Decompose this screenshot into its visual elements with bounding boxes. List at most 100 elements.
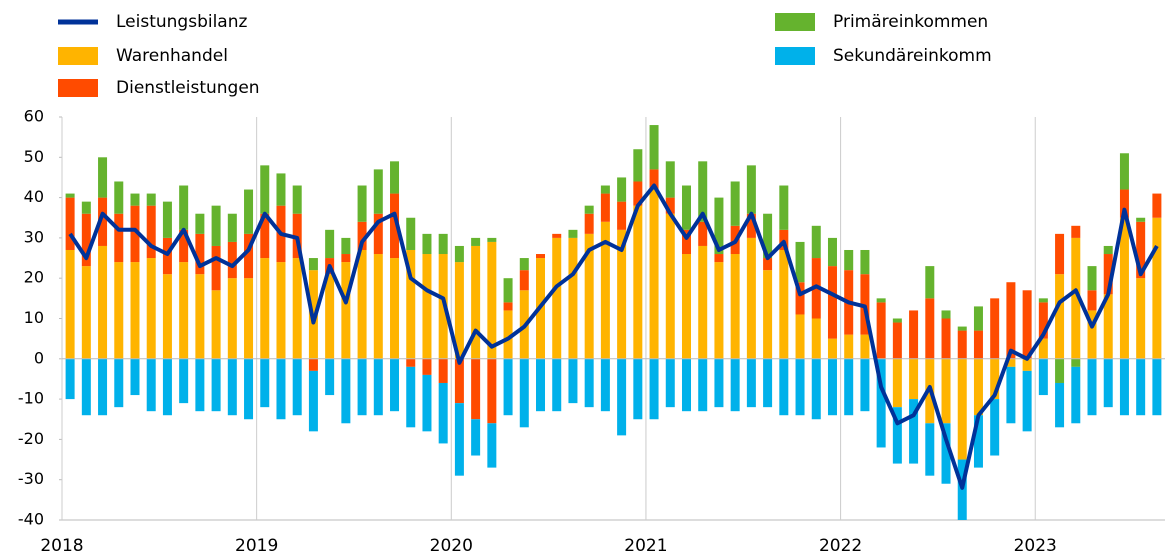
bar xyxy=(584,213,594,234)
bar xyxy=(454,403,464,476)
bar xyxy=(211,245,221,291)
bar xyxy=(471,358,481,420)
bar xyxy=(617,358,627,436)
bar xyxy=(146,258,156,359)
bar xyxy=(195,274,205,359)
x-tick-label: 2022 xyxy=(819,536,862,556)
bar xyxy=(65,249,75,359)
x-tick-label: 2023 xyxy=(1014,536,1057,556)
bar xyxy=(746,237,756,359)
bar xyxy=(1038,298,1048,303)
bar xyxy=(763,258,773,271)
bar xyxy=(1087,266,1097,291)
bar xyxy=(649,189,659,359)
bar xyxy=(260,213,270,259)
legend-label: Dienstleistungen xyxy=(116,78,260,98)
bar xyxy=(454,262,464,359)
bar xyxy=(244,233,254,279)
bar xyxy=(503,278,513,303)
bar xyxy=(406,217,416,250)
bar xyxy=(406,366,416,428)
bar xyxy=(714,358,724,408)
bar xyxy=(357,185,367,222)
bar xyxy=(973,306,983,331)
bar xyxy=(260,165,270,214)
bar xyxy=(681,185,691,230)
bar xyxy=(211,358,221,412)
bar xyxy=(1006,366,1016,424)
bar xyxy=(1022,370,1032,432)
bar xyxy=(487,237,497,242)
bar xyxy=(649,125,659,170)
bar xyxy=(714,254,724,263)
bar xyxy=(1152,358,1162,416)
bar xyxy=(98,197,108,246)
bar xyxy=(633,181,643,206)
bar xyxy=(1136,217,1146,222)
bar xyxy=(390,193,400,259)
bar xyxy=(503,302,513,311)
bar xyxy=(925,266,935,299)
bar xyxy=(325,274,335,359)
bar xyxy=(98,245,108,359)
bar xyxy=(1087,310,1097,359)
bar xyxy=(860,358,870,412)
bar xyxy=(795,282,805,315)
bar xyxy=(1038,338,1048,359)
bar xyxy=(1152,193,1162,218)
bar xyxy=(795,241,805,283)
bar xyxy=(471,245,481,359)
bar xyxy=(730,358,740,412)
bar xyxy=(973,330,983,359)
bar xyxy=(600,185,610,194)
bar xyxy=(373,254,383,359)
bar xyxy=(811,358,821,420)
bar xyxy=(130,262,140,359)
bar xyxy=(746,358,756,408)
bar xyxy=(617,229,627,359)
bar xyxy=(1136,278,1146,359)
bar xyxy=(892,407,902,464)
bar xyxy=(665,213,675,359)
bar xyxy=(1136,358,1146,416)
bar xyxy=(1152,217,1162,359)
y-tick-label: 30 xyxy=(24,227,44,246)
bar xyxy=(454,358,464,404)
bar xyxy=(811,318,821,359)
y-tick-label: 60 xyxy=(24,107,44,126)
bar xyxy=(519,358,529,428)
bar xyxy=(162,237,172,275)
bar xyxy=(844,358,854,416)
bar xyxy=(681,358,691,412)
legend-swatch xyxy=(775,13,815,31)
y-tick-label: -20 xyxy=(18,429,44,448)
bar xyxy=(390,358,400,412)
bar xyxy=(681,254,691,359)
bar xyxy=(179,185,189,230)
bar xyxy=(892,322,902,359)
bar xyxy=(633,358,643,420)
bar xyxy=(1119,153,1129,190)
bar xyxy=(357,249,367,359)
y-tick-label: 50 xyxy=(24,147,44,166)
bar xyxy=(941,423,951,484)
bar xyxy=(536,358,546,412)
bar xyxy=(1103,254,1113,295)
bar xyxy=(795,358,805,416)
bar xyxy=(600,221,610,359)
bar xyxy=(730,181,740,226)
bar xyxy=(227,278,237,359)
bar xyxy=(454,245,464,263)
bar xyxy=(422,358,432,375)
bar xyxy=(195,358,205,412)
bar xyxy=(244,189,254,234)
bar xyxy=(1119,358,1129,416)
bar xyxy=(519,258,529,271)
bar xyxy=(390,258,400,359)
bar xyxy=(130,205,140,263)
bar xyxy=(438,358,448,383)
bar xyxy=(390,161,400,194)
bar xyxy=(811,225,821,259)
bar xyxy=(276,358,286,420)
bar xyxy=(227,358,237,416)
